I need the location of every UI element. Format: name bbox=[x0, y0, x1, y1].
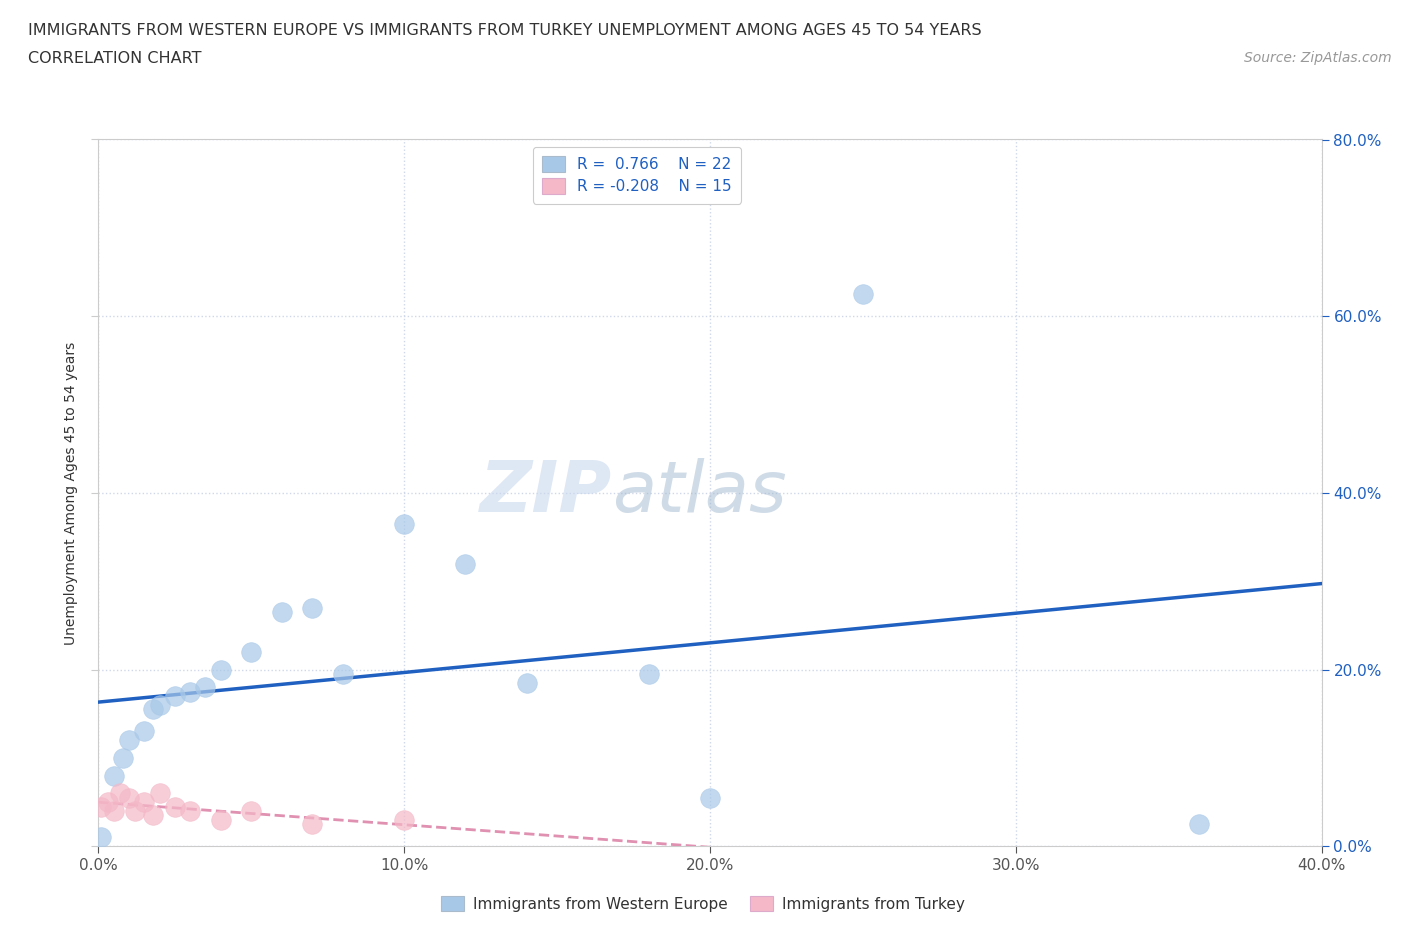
Point bbox=[142, 702, 165, 717]
Point bbox=[103, 768, 125, 783]
Point bbox=[240, 804, 263, 818]
Point bbox=[111, 751, 134, 765]
Point bbox=[97, 794, 120, 809]
Text: IMMIGRANTS FROM WESTERN EUROPE VS IMMIGRANTS FROM TURKEY UNEMPLOYMENT AMONG AGES: IMMIGRANTS FROM WESTERN EUROPE VS IMMIGR… bbox=[28, 23, 981, 38]
Point bbox=[270, 604, 292, 619]
Point bbox=[240, 644, 263, 659]
Point bbox=[163, 688, 186, 704]
Legend: R =  0.766    N = 22, R = -0.208    N = 15: R = 0.766 N = 22, R = -0.208 N = 15 bbox=[533, 147, 741, 204]
Point bbox=[108, 786, 131, 801]
Point bbox=[301, 817, 323, 831]
Point bbox=[516, 675, 538, 690]
Point bbox=[179, 804, 201, 818]
Text: CORRELATION CHART: CORRELATION CHART bbox=[28, 51, 201, 66]
Point bbox=[1188, 817, 1211, 831]
Point bbox=[134, 724, 156, 738]
Point bbox=[118, 790, 141, 805]
Point bbox=[454, 556, 477, 571]
Point bbox=[392, 516, 416, 531]
Point bbox=[179, 684, 201, 699]
Y-axis label: Unemployment Among Ages 45 to 54 years: Unemployment Among Ages 45 to 54 years bbox=[65, 341, 79, 644]
Point bbox=[142, 808, 165, 823]
Point bbox=[118, 733, 141, 748]
Point bbox=[699, 790, 721, 805]
Point bbox=[852, 286, 875, 301]
Point bbox=[392, 813, 416, 828]
Text: ZIP: ZIP bbox=[479, 458, 612, 527]
Point bbox=[90, 830, 112, 845]
Point bbox=[90, 799, 112, 814]
Point bbox=[301, 601, 323, 616]
Legend: Immigrants from Western Europe, Immigrants from Turkey: Immigrants from Western Europe, Immigran… bbox=[434, 889, 972, 918]
Point bbox=[103, 804, 125, 818]
Point bbox=[149, 698, 172, 712]
Point bbox=[637, 667, 661, 682]
Text: atlas: atlas bbox=[612, 458, 787, 527]
Point bbox=[332, 667, 354, 682]
Point bbox=[163, 799, 186, 814]
Text: Source: ZipAtlas.com: Source: ZipAtlas.com bbox=[1244, 51, 1392, 65]
Point bbox=[134, 794, 156, 809]
Point bbox=[209, 662, 232, 677]
Point bbox=[209, 813, 232, 828]
Point bbox=[124, 804, 146, 818]
Point bbox=[149, 786, 172, 801]
Point bbox=[194, 680, 217, 695]
